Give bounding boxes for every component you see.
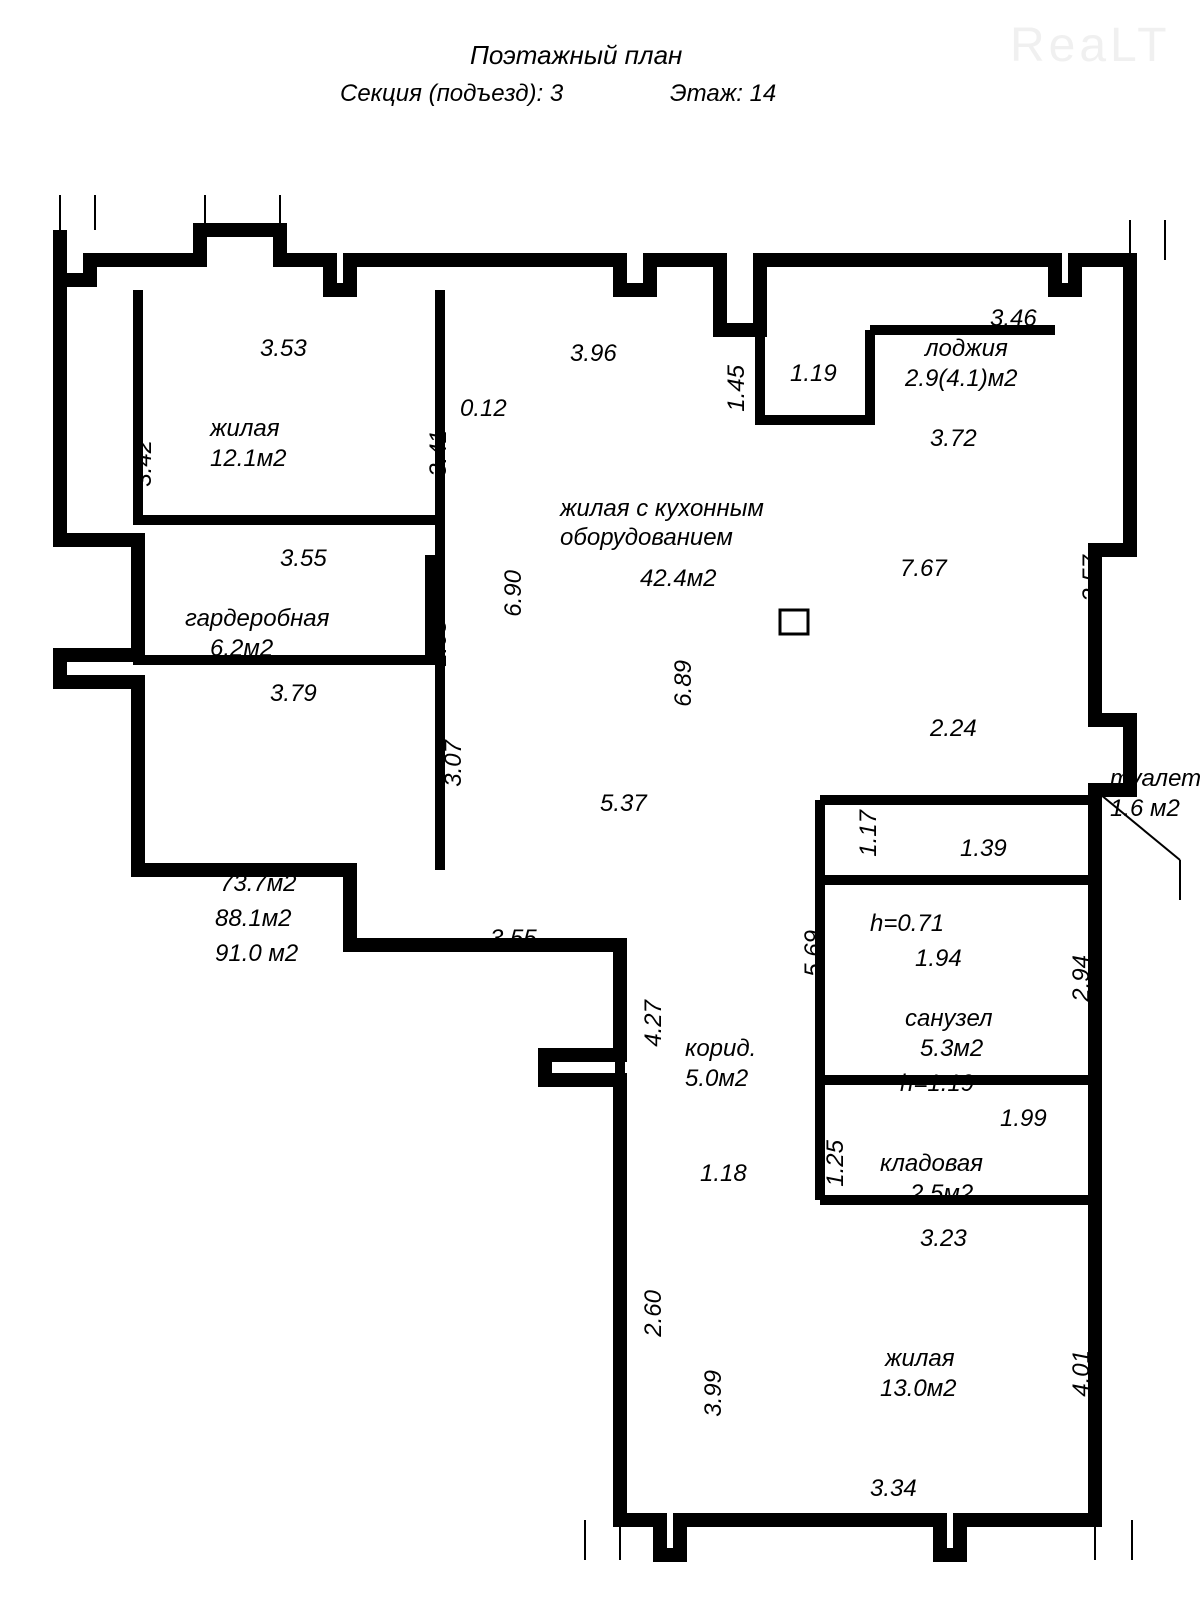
dim-31: 3.23 xyxy=(920,1225,967,1254)
dim-20: 1.39 xyxy=(960,835,1007,864)
dim-18: 5.37 xyxy=(600,790,647,819)
dim-30: 1.18 xyxy=(700,1160,747,1189)
room-kladovaya-name: кладовая xyxy=(880,1150,983,1179)
dim-26: 4.27 xyxy=(640,1000,669,1047)
dim-5: 3.72 xyxy=(930,425,977,454)
room-loggia-name: лоджия xyxy=(925,335,1008,364)
room-kitchen-area: 42.4м2 xyxy=(640,565,717,594)
dim-8: 0.12 xyxy=(460,395,507,424)
dim-15: 7.67 xyxy=(900,555,947,584)
room-toilet-area: 1.6 м2 xyxy=(1110,795,1180,824)
dim-29: 1.99 xyxy=(1000,1105,1047,1134)
dim-6: 3.42 xyxy=(130,440,159,487)
room-room1-name: жилая xyxy=(210,415,280,444)
total-1: 88.1м2 xyxy=(215,905,292,934)
room-room2-name: жилая xyxy=(885,1345,955,1374)
dim-21: 3.55 xyxy=(490,925,537,954)
dim-3: 1.19 xyxy=(790,360,837,389)
dim-32: 2.60 xyxy=(640,1290,669,1337)
dim-17: 2.24 xyxy=(930,715,977,744)
dim-9: 3.55 xyxy=(280,545,327,574)
dim-7: 3.41 xyxy=(425,430,454,477)
dim-23: h=0.71 xyxy=(870,910,944,939)
room-garderob-area: 6.2м2 xyxy=(210,635,273,664)
dim-25: 2.94 xyxy=(1068,955,1097,1002)
dim-14: 6.89 xyxy=(670,660,699,707)
dim-1: 3.96 xyxy=(570,340,617,369)
dim-19: 1.17 xyxy=(855,810,884,857)
dim-34: 4.01 xyxy=(1068,1350,1097,1397)
floor-plan-stage: ReaLT Поэтажный план Секция (подъезд): 3… xyxy=(0,0,1200,1600)
room-garderob-name: гардеробная xyxy=(185,605,329,634)
dim-2: 1.45 xyxy=(723,365,752,412)
dim-11: 1.68 xyxy=(425,620,454,667)
dim-22: 5.69 xyxy=(800,930,829,977)
dim-4: 3.46 xyxy=(990,305,1037,334)
dim-33: 3.99 xyxy=(700,1370,729,1417)
room-toilet-name: туалет xyxy=(1110,765,1200,794)
room-sanuzel-area: 5.3м2 xyxy=(920,1035,983,1064)
room-kladovaya-area: 2.5м2 xyxy=(910,1180,973,1209)
dim-35: 3.34 xyxy=(870,1475,917,1504)
dim-24: 1.94 xyxy=(915,945,962,974)
room-kitchen-name: жилая с кухонным оборудованием xyxy=(560,495,764,553)
total-0: 73.7м2 xyxy=(220,870,297,899)
dim-13: 3.07 xyxy=(440,740,469,787)
total-2: 91.0 м2 xyxy=(215,940,298,969)
dim-16: 3.57 xyxy=(1078,555,1107,602)
room-loggia-area: 2.9(4.1)м2 xyxy=(905,365,1018,394)
room-sanuzel-name: санузел xyxy=(905,1005,993,1034)
dim-12: 3.79 xyxy=(270,680,317,709)
room-corridor-name: корид. xyxy=(685,1035,756,1064)
dim-28: 1.25 xyxy=(822,1140,851,1187)
dim-10: 6.90 xyxy=(500,570,529,617)
dim-0: 3.53 xyxy=(260,335,307,364)
room-room1-area: 12.1м2 xyxy=(210,445,287,474)
room-corridor-area: 5.0м2 xyxy=(685,1065,748,1094)
dim-27: h=1.19 xyxy=(900,1070,974,1099)
room-room2-area: 13.0м2 xyxy=(880,1375,957,1404)
